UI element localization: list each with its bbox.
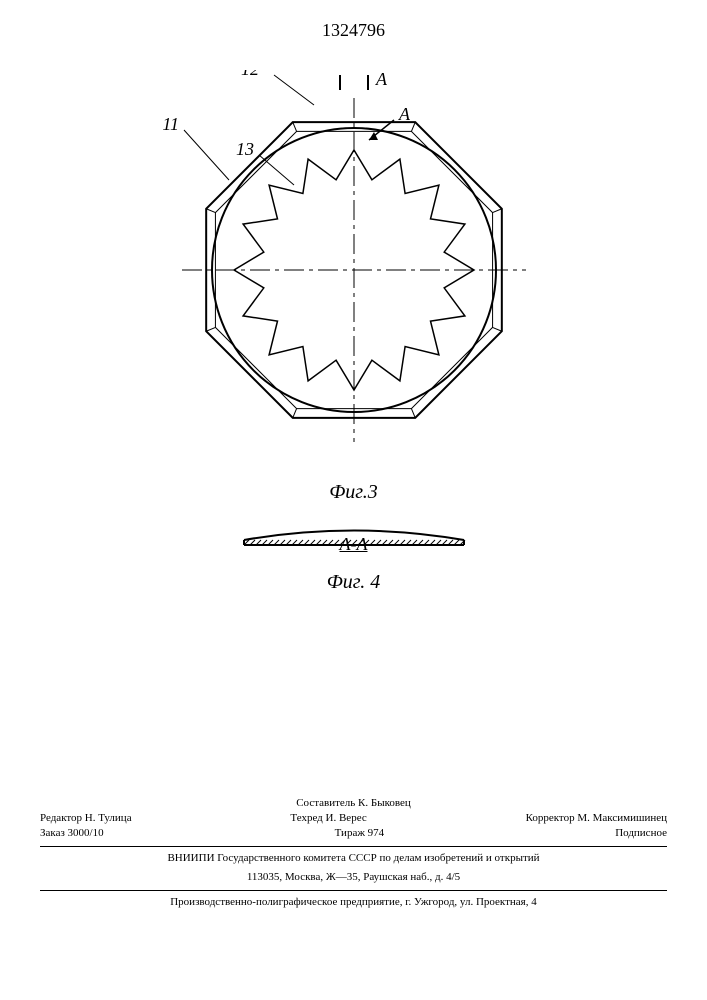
editor: Редактор Н. Тулица <box>40 811 132 826</box>
order-number: Заказ 3000/10 <box>40 826 104 841</box>
footer: Составитель К. Быковец Редактор Н. Тулиц… <box>40 792 667 910</box>
svg-text:А: А <box>398 104 411 124</box>
org-line-2: 113035, Москва, Ж—35, Раушская наб., д. … <box>40 870 667 885</box>
footer-rule <box>40 846 667 847</box>
figure-3: А А 12 11 13 Фиг.3 А-А <box>0 70 707 555</box>
press-line: Производственно-полиграфическое предприя… <box>40 895 667 910</box>
svg-text:13: 13 <box>236 139 254 159</box>
footer-rule-2 <box>40 890 667 891</box>
compiler: Составитель К. Быковец <box>40 796 667 811</box>
tech-editor: Техред И. Верес <box>290 811 366 826</box>
svg-text:11: 11 <box>162 114 179 134</box>
corrector: Корректор М. Максимишинец <box>526 811 667 826</box>
figure-3-svg: А А 12 11 13 <box>104 70 604 470</box>
figure-4-svg <box>224 510 484 560</box>
svg-text:12: 12 <box>241 70 259 79</box>
figure-3-label: Фиг.3 <box>0 481 707 504</box>
subscription: Подписное <box>615 826 667 841</box>
document-number: 1324796 <box>0 20 707 41</box>
figure-4-label: Фиг. 4 <box>0 571 707 594</box>
org-line-1: ВНИИПИ Государственного комитета СССР по… <box>40 851 667 866</box>
svg-text:А: А <box>375 70 388 89</box>
print-run: Тираж 974 <box>335 826 385 841</box>
figure-4: Фиг. 4 <box>0 510 707 594</box>
